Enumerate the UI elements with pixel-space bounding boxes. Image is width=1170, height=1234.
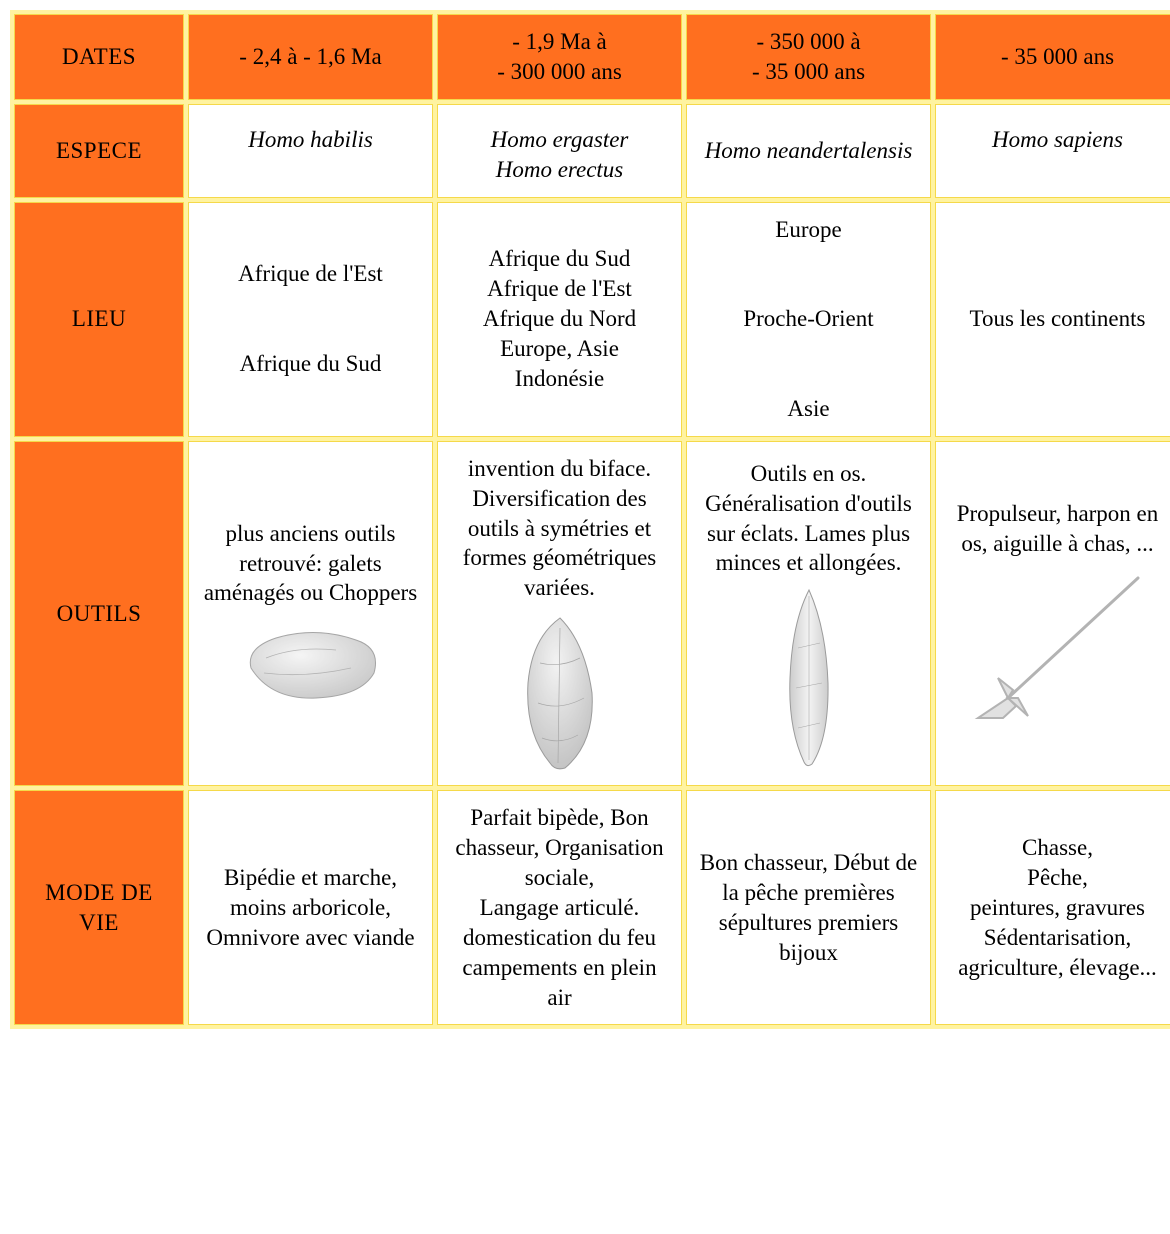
cell-outils: invention du biface. Diversification des… bbox=[437, 441, 682, 786]
cell-espece: Homo sapiens bbox=[935, 104, 1170, 198]
cell-dates: - 350 000 à- 35 000 ans bbox=[686, 14, 931, 100]
harpoon-icon bbox=[958, 568, 1158, 728]
cell-dates: - 2,4 à - 1,6 Ma bbox=[188, 14, 433, 100]
row-header-lieu: LIEU bbox=[14, 202, 184, 437]
cell-mode: Parfait bipède, Bon chasseur, Organisati… bbox=[437, 790, 682, 1025]
cell-espece: Homo habilis bbox=[188, 104, 433, 198]
outils-text: plus anciens outils retrouvé: galets amé… bbox=[204, 521, 417, 606]
row-header-dates: DATES bbox=[14, 14, 184, 100]
table-row: LIEU Afrique de l'EstAfrique du Sud Afri… bbox=[14, 202, 1170, 437]
table-row: ESPECE Homo habilis Homo ergasterHomo er… bbox=[14, 104, 1170, 198]
chopper-icon bbox=[236, 618, 386, 708]
table-row: MODE DE VIE Bipédie et marche, moins arb… bbox=[14, 790, 1170, 1025]
cell-lieu: Afrique de l'EstAfrique du Sud bbox=[188, 202, 433, 437]
biface-icon bbox=[510, 613, 610, 773]
cell-espece: Homo ergasterHomo erectus bbox=[437, 104, 682, 198]
cell-outils: plus anciens outils retrouvé: galets amé… bbox=[188, 441, 433, 786]
cell-lieu: Tous les continents bbox=[935, 202, 1170, 437]
cell-lieu: EuropeProche-OrientAsie bbox=[686, 202, 931, 437]
table-row: OUTILS plus anciens outils retrouvé: gal… bbox=[14, 441, 1170, 786]
cell-dates: - 35 000 ans bbox=[935, 14, 1170, 100]
cell-espece: Homo neandertalensis bbox=[686, 104, 931, 198]
outils-text: invention du biface. Diversification des… bbox=[463, 456, 657, 601]
cell-mode: Bon chasseur, Début de la pêche première… bbox=[686, 790, 931, 1025]
cell-lieu: Afrique du SudAfrique de l'EstAfrique du… bbox=[437, 202, 682, 437]
cell-mode: Bipédie et marche, moins arboricole, Omn… bbox=[188, 790, 433, 1025]
blade-icon bbox=[774, 588, 844, 768]
cell-dates: - 1,9 Ma à- 300 000 ans bbox=[437, 14, 682, 100]
outils-text: Propulseur, harpon en os, aiguille à cha… bbox=[957, 501, 1159, 556]
row-header-espece: ESPECE bbox=[14, 104, 184, 198]
cell-outils: Propulseur, harpon en os, aiguille à cha… bbox=[935, 441, 1170, 786]
table-row: DATES - 2,4 à - 1,6 Ma - 1,9 Ma à- 300 0… bbox=[14, 14, 1170, 100]
cell-mode: Chasse,Pêche,peintures, gravuresSédentar… bbox=[935, 790, 1170, 1025]
row-header-mode: MODE DE VIE bbox=[14, 790, 184, 1025]
evolution-table: DATES - 2,4 à - 1,6 Ma - 1,9 Ma à- 300 0… bbox=[10, 10, 1170, 1029]
outils-text: Outils en os. Généralisation d'outils su… bbox=[705, 461, 912, 576]
row-header-outils: OUTILS bbox=[14, 441, 184, 786]
cell-outils: Outils en os. Généralisation d'outils su… bbox=[686, 441, 931, 786]
